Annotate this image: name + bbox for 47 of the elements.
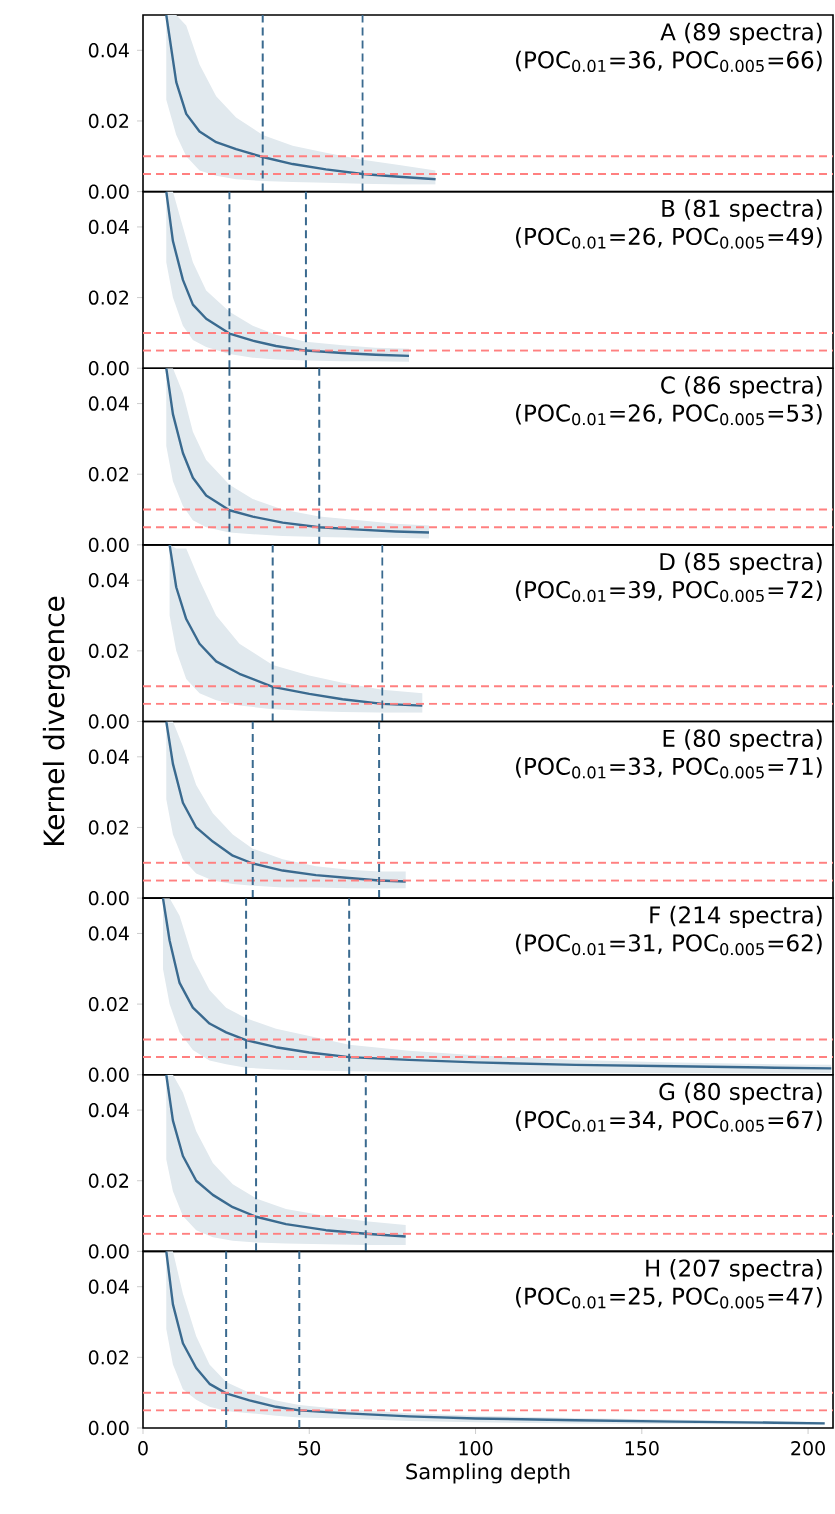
y-tick-label: 0.00 xyxy=(88,1244,129,1259)
y-tick-label: 0.02 xyxy=(88,113,129,129)
y-tick-label: 0.04 xyxy=(88,572,129,588)
annotation: G (80 spectra) xyxy=(659,1082,822,1105)
annotation: (POC$_{0.01}$=36, POC$_{0.005}$=66) xyxy=(516,50,822,73)
y-axis-title: Kernel divergence xyxy=(42,596,70,846)
y-tick-label: 0.00 xyxy=(88,184,129,199)
y-tick-label: 0.04 xyxy=(88,396,129,411)
y-tick-label: 0.02 xyxy=(88,1350,129,1365)
annotation: E (80 spectra) xyxy=(663,729,822,752)
annotation: A (89 spectra) xyxy=(660,22,822,45)
y-tick-label: 0.00 xyxy=(88,361,129,376)
x-axis-title: Sampling depth xyxy=(406,1463,570,1484)
annotation: H (207 spectra) xyxy=(646,1259,822,1282)
annotation: (POC$_{0.01}$=39, POC$_{0.005}$=72) xyxy=(516,580,822,602)
annotation: F (214 spectra) xyxy=(650,905,822,929)
y-tick-label: 0.04 xyxy=(88,1102,129,1118)
y-tick-label: 0.04 xyxy=(88,926,129,941)
annotation: (POC$_{0.01}$=26, POC$_{0.005}$=49) xyxy=(516,227,822,249)
annotation: (POC$_{0.01}$=34, POC$_{0.005}$=67) xyxy=(516,1110,822,1132)
y-tick-label: 0.02 xyxy=(88,290,129,305)
annotation: (POC$_{0.01}$=26, POC$_{0.005}$=53) xyxy=(516,403,822,426)
y-tick-label: 0.02 xyxy=(88,996,129,1012)
annotation: D (85 spectra) xyxy=(660,552,822,575)
y-tick-label: 0.04 xyxy=(88,749,129,765)
annotation: B (81 spectra) xyxy=(662,199,822,222)
y-tick-label: 0.00 xyxy=(88,890,129,906)
annotation: (POC$_{0.01}$=33, POC$_{0.005}$=71) xyxy=(516,757,822,779)
y-tick-label: 0.00 xyxy=(88,537,129,553)
y-tick-label: 0.00 xyxy=(88,1420,129,1436)
annotation: (POC$_{0.01}$=31, POC$_{0.005}$=62) xyxy=(516,933,822,956)
x-tick-label: 100 xyxy=(459,1441,493,1456)
y-tick-label: 0.00 xyxy=(88,1067,129,1082)
y-tick-label: 0.04 xyxy=(88,43,129,58)
y-tick-label: 0.04 xyxy=(88,219,129,235)
annotation: C (86 spectra) xyxy=(661,375,822,399)
y-tick-label: 0.00 xyxy=(88,714,129,729)
y-tick-label: 0.02 xyxy=(88,1173,129,1188)
x-tick-label: 0 xyxy=(138,1441,148,1456)
y-tick-label: 0.02 xyxy=(88,820,129,835)
x-tick-label: 50 xyxy=(298,1441,321,1456)
x-tick-label: 150 xyxy=(625,1441,659,1456)
y-tick-label: 0.02 xyxy=(88,643,129,659)
annotation: (POC$_{0.01}$=25, POC$_{0.005}$=47) xyxy=(516,1287,822,1309)
y-tick-label: 0.02 xyxy=(88,467,129,482)
y-tick-label: 0.04 xyxy=(88,1279,129,1294)
x-tick-label: 200 xyxy=(791,1441,825,1456)
